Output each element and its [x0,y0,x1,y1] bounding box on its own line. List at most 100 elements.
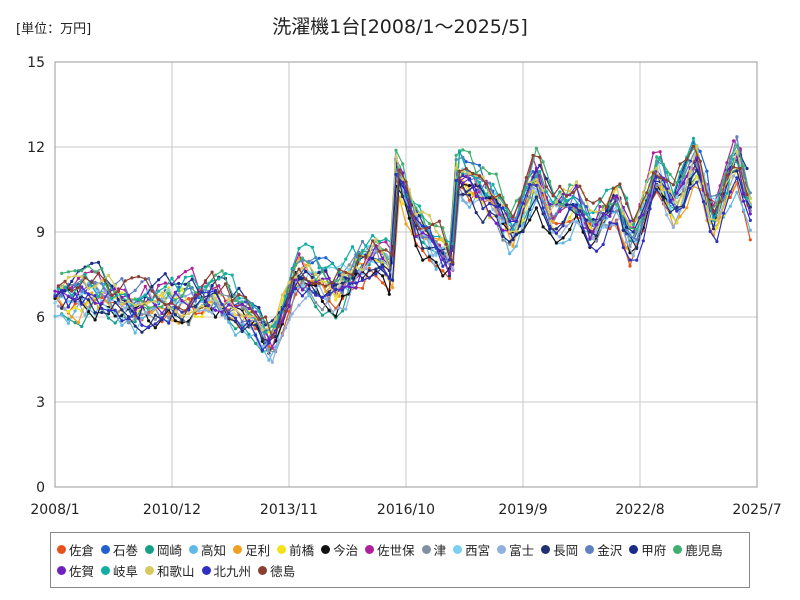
data-point [648,207,652,211]
data-point [457,169,462,174]
data-point [93,294,97,298]
data-point [167,305,171,309]
data-point [327,290,331,294]
legend-entry: 西宮 [453,539,490,560]
data-point [544,185,549,189]
data-point [501,221,505,225]
data-point [340,290,345,295]
data-point [304,242,308,246]
data-point [357,254,361,258]
data-point [735,190,739,194]
legend-label: 足利 [245,543,271,558]
data-point [310,261,314,265]
data-point [130,309,134,313]
data-point [264,330,268,334]
data-point [668,198,672,202]
data-point [504,203,508,207]
data-point [518,224,522,228]
data-point [648,170,652,174]
data-point [675,201,679,205]
data-point [454,166,458,170]
data-point [581,213,585,217]
data-point [457,149,462,153]
data-point [371,256,375,260]
data-point [521,230,525,234]
data-point [417,214,421,218]
data-point [60,285,64,290]
data-point [404,180,408,184]
data-point [287,304,291,309]
data-point [103,290,107,294]
data-point [310,281,314,285]
data-point [574,183,579,188]
data-point [488,201,492,206]
data-point [257,309,261,313]
data-point [414,224,418,228]
data-point [571,219,575,223]
data-point [521,218,525,222]
data-point [658,176,662,180]
data-point [534,166,539,170]
data-point [240,302,244,306]
data-point [417,204,421,208]
data-point [367,257,371,261]
data-point [120,319,124,323]
data-point [160,291,164,295]
data-point [621,211,625,215]
data-point [711,227,716,231]
data-point [314,291,318,295]
data-point [665,171,669,175]
data-point [120,302,124,306]
data-point [240,320,244,324]
data-point [116,297,121,302]
data-point [675,191,679,195]
data-point [434,239,438,243]
data-point [615,209,619,213]
data-point [441,274,445,278]
data-point [80,324,84,329]
data-point [574,180,579,184]
legend-label: 佐倉 [69,543,95,558]
data-point [140,302,144,306]
legend-swatch [673,545,683,554]
data-point [467,193,472,197]
data-point [371,239,375,243]
data-point [437,219,441,223]
data-point [558,209,562,214]
data-point [554,212,559,216]
data-point [66,305,70,309]
data-point [615,194,619,198]
data-point [685,157,689,161]
data-point [367,252,371,256]
data-point [688,186,692,191]
legend-entry: 佐賀 [57,560,94,581]
data-point [250,303,254,307]
data-point [76,276,80,281]
data-point [728,195,732,200]
data-point [427,213,431,217]
data-point [394,172,398,176]
data-point [675,205,679,209]
data-point [588,230,592,234]
data-point [488,213,492,217]
data-point [314,300,318,305]
y-tick-label: 6 [36,310,45,326]
data-point [187,297,191,301]
data-point [340,288,345,292]
data-point [360,286,365,290]
data-point [100,293,104,297]
data-point [60,288,64,293]
data-point [190,274,194,278]
data-point [106,312,111,316]
data-point [364,266,368,271]
legend-entry: 富士 [497,539,534,560]
data-point [160,316,164,320]
data-point [183,294,187,298]
data-point [190,266,194,270]
data-point [320,295,324,300]
data-point [501,238,505,242]
data-point [511,244,515,248]
data-point [177,289,181,293]
data-point [297,267,301,271]
data-point [73,297,77,301]
